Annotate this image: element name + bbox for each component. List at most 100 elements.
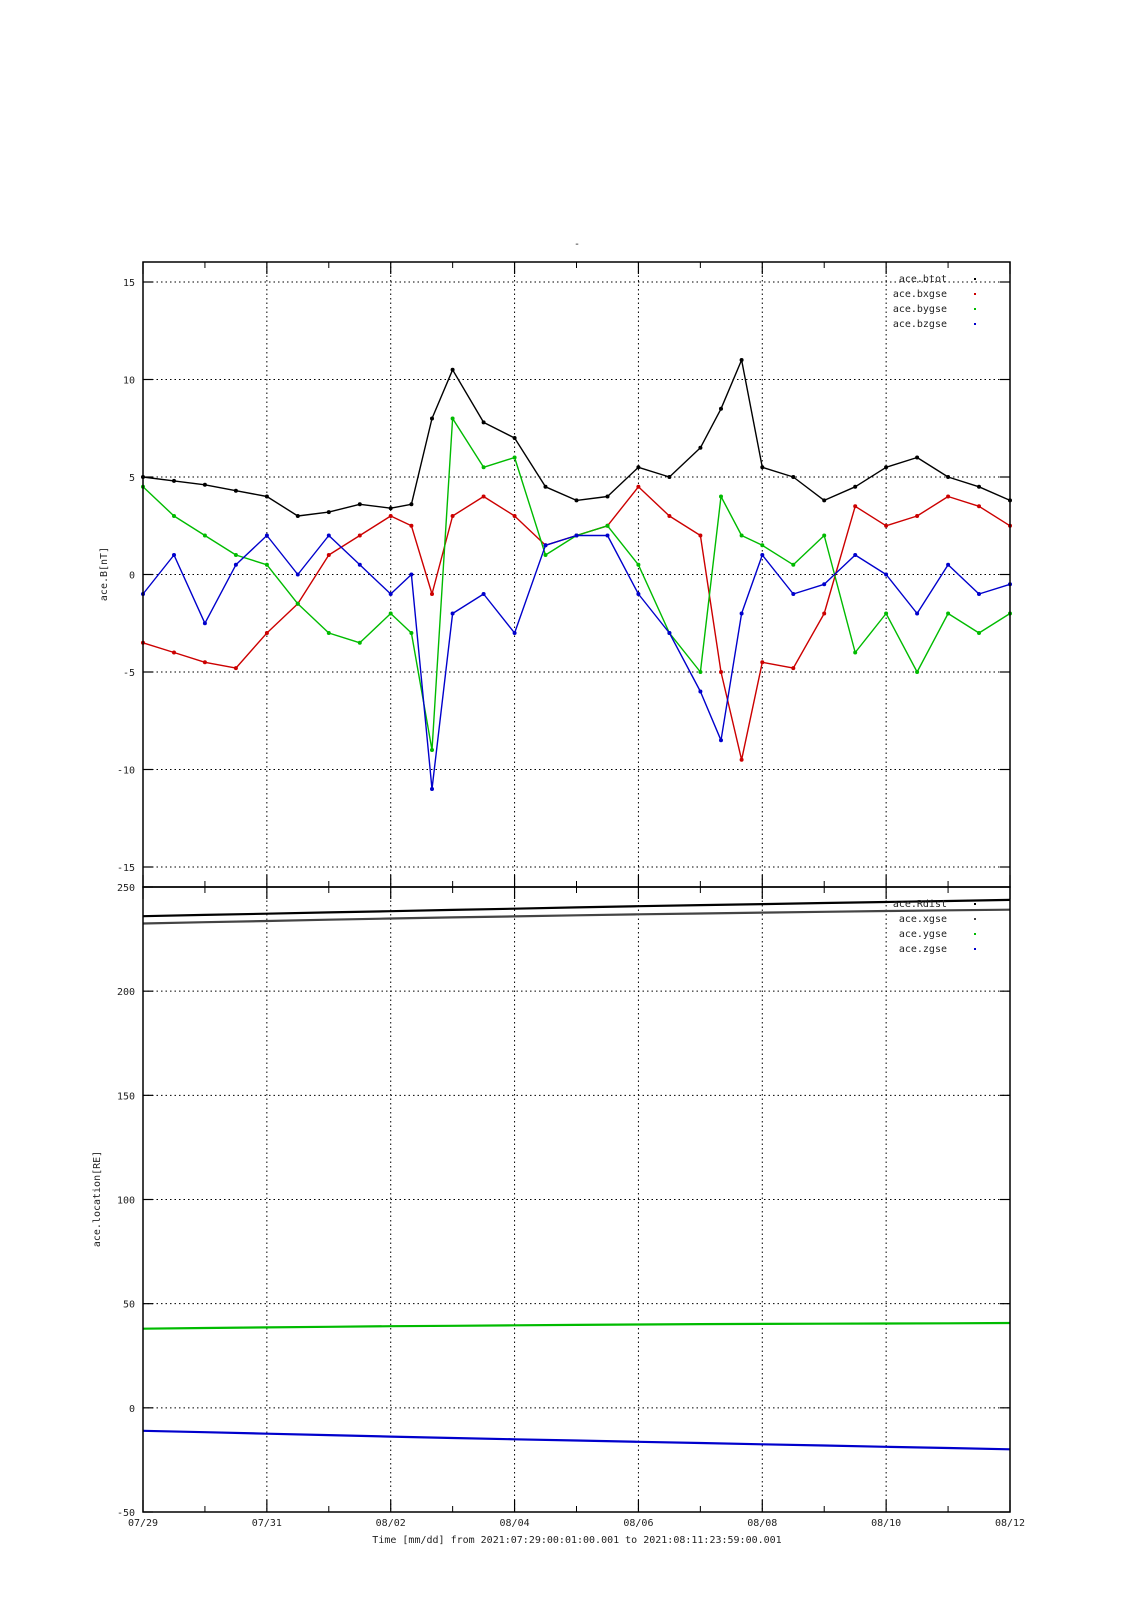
x-tick-label: 07/29 <box>128 1518 158 1529</box>
data-point <box>481 494 486 499</box>
series-ace.bxgse <box>141 484 1012 762</box>
data-point <box>450 611 455 616</box>
data-point <box>636 592 641 596</box>
data-point <box>915 611 920 616</box>
y-tick-label: 100 <box>117 1196 135 1207</box>
y-tick-label: 50 <box>123 1300 135 1311</box>
data-point <box>791 562 796 567</box>
data-point <box>512 455 517 460</box>
data-point <box>409 572 414 577</box>
data-point <box>946 562 951 567</box>
data-point <box>636 562 641 567</box>
data-point <box>430 592 434 596</box>
data-point <box>481 420 486 425</box>
data-point <box>409 631 414 635</box>
data-point <box>264 631 269 635</box>
legend-entry-marker <box>974 323 976 325</box>
data-point <box>512 436 517 440</box>
x-tick-label: 08/12 <box>995 1518 1025 1529</box>
data-point <box>357 502 362 507</box>
data-point <box>450 514 455 518</box>
legend-entry-label: ace.bzgse <box>893 319 947 330</box>
data-point <box>357 562 362 567</box>
data-point <box>357 533 362 538</box>
legend-entry-label: ace.zgse <box>899 944 947 955</box>
x-tick-labels: 07/29 07/31 08/02 08/04 08/06 08/08 08/10 08/12 <box>128 1518 1025 1529</box>
y-tick-label: 150 <box>117 1091 135 1102</box>
series-line <box>142 359 1011 517</box>
x-tick-label: 08/06 <box>623 1518 653 1529</box>
series-line <box>142 908 1011 925</box>
data-point <box>884 465 889 470</box>
data-point <box>574 533 579 538</box>
data-point <box>977 504 981 509</box>
data-point <box>512 514 517 518</box>
x-tick-label: 08/08 <box>747 1518 777 1529</box>
data-point <box>481 465 486 470</box>
y-tick-label: 250 <box>117 883 135 894</box>
location-legend: ace.Rdist ace.xgse ace.ygse ace.zgse <box>893 899 976 955</box>
data-point <box>698 445 703 450</box>
data-point <box>430 748 434 752</box>
data-point <box>172 650 176 655</box>
data-point <box>233 666 238 671</box>
data-point <box>295 601 300 606</box>
data-point <box>667 514 672 518</box>
figure-title: - <box>574 239 580 250</box>
location-grid <box>143 887 1010 1512</box>
x-tick-label: 08/10 <box>871 1518 901 1529</box>
data-point <box>760 660 765 665</box>
data-point <box>760 465 765 470</box>
data-point <box>636 484 641 489</box>
series-line <box>142 417 1011 751</box>
data-point <box>326 553 331 557</box>
legend-entry-marker <box>974 308 976 310</box>
data-point <box>264 533 269 538</box>
legend-entry-label: ace.bxgse <box>893 289 947 300</box>
x-tick-label: 08/04 <box>500 1518 530 1529</box>
magnetic-field-marks <box>141 358 1012 791</box>
data-point <box>295 514 300 518</box>
data-point <box>822 533 827 538</box>
data-point <box>853 484 858 489</box>
series-line <box>142 1429 1011 1451</box>
data-point <box>853 504 858 509</box>
data-point <box>388 592 393 596</box>
y-tick-label: -15 <box>117 863 135 874</box>
y-tick-label: 15 <box>123 278 135 289</box>
series-line <box>142 898 1011 918</box>
data-point <box>543 543 548 548</box>
series-ace.bzgse <box>141 533 1012 791</box>
data-point <box>822 582 827 587</box>
data-point <box>791 475 796 479</box>
data-point <box>574 498 579 503</box>
magnetic-field-ylabel: ace.B[nT] <box>99 547 110 601</box>
data-point <box>543 484 548 489</box>
y-tick-label: 10 <box>123 376 135 387</box>
data-point <box>946 475 951 479</box>
y-tick-label: 5 <box>129 473 135 484</box>
data-point <box>698 533 703 538</box>
data-point <box>977 484 981 489</box>
data-point <box>543 553 548 557</box>
data-point <box>915 514 920 518</box>
legend-entry-marker <box>974 918 976 920</box>
data-point <box>264 562 269 567</box>
data-point <box>719 406 723 411</box>
data-point <box>739 611 744 616</box>
series-ace.btot <box>141 358 1012 518</box>
data-point <box>719 670 723 674</box>
data-point <box>977 631 981 635</box>
series-line <box>142 486 1011 761</box>
data-point <box>295 572 300 577</box>
data-point <box>172 478 176 483</box>
location-ylabel: ace.location[RE] <box>92 1151 103 1247</box>
data-point <box>388 611 393 616</box>
legend-entry-marker <box>974 933 976 935</box>
location-marks <box>142 898 1011 1451</box>
y-tick-label: -5 <box>123 668 135 679</box>
data-point <box>760 553 765 557</box>
series-ace.ygse <box>142 1321 1011 1330</box>
y-tick-label: 0 <box>129 1404 135 1415</box>
data-point <box>853 650 858 655</box>
